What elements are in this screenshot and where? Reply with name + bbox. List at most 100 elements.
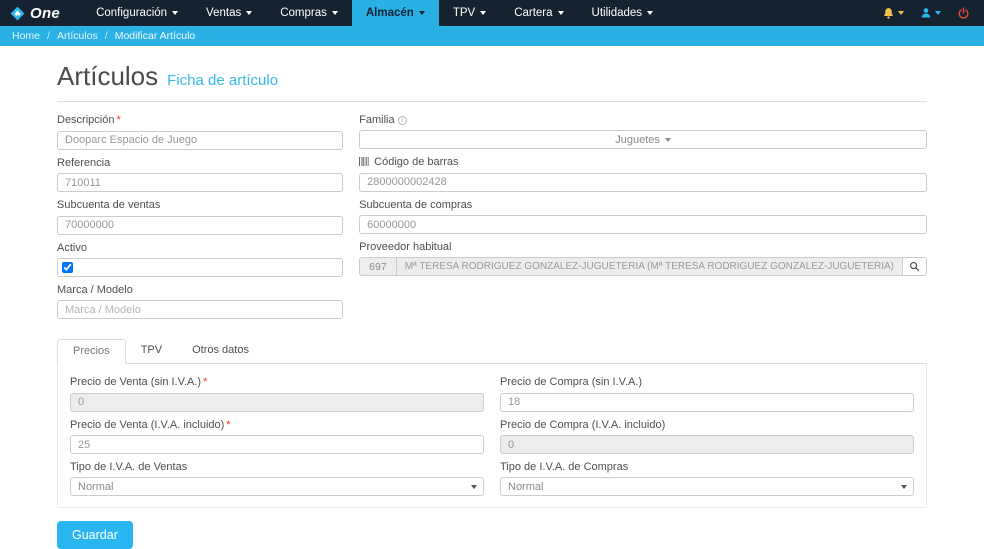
field-subcuenta-ventas: Subcuenta de ventas: [57, 199, 344, 235]
precio-venta-con-input[interactable]: [70, 435, 484, 454]
subcuenta-ventas-label: Subcuenta de ventas: [57, 199, 161, 211]
article-form: Descripción* Referencia Subcuenta de ven…: [57, 114, 927, 326]
familia-label: Familia: [359, 114, 395, 126]
menu-ventas[interactable]: Ventas: [192, 0, 266, 26]
menu-cartera[interactable]: Cartera: [500, 0, 577, 26]
tab-otros-datos[interactable]: Otros datos: [192, 344, 249, 356]
proveedor-code: 697: [359, 257, 396, 276]
tab-tpv[interactable]: TPV: [140, 344, 163, 356]
form-right-column: Familia Juguetes Código de barras Subc: [359, 114, 927, 326]
field-referencia: Referencia: [57, 156, 344, 192]
info-icon: [397, 116, 407, 125]
field-activo: Activo: [57, 241, 344, 277]
field-tipo-iva-ventas: Tipo de I.V.A. de Ventas Normal: [70, 461, 484, 496]
required-mark: *: [226, 418, 231, 431]
chevron-down-icon: [418, 11, 425, 15]
marca-input[interactable]: [57, 300, 344, 319]
breadcrumb-current: Modificar Artículo: [114, 30, 196, 42]
barcode-icon: [359, 157, 370, 166]
breadcrumb-separator: /: [47, 30, 50, 42]
brand-name: One: [30, 4, 61, 22]
activo-checkbox[interactable]: [62, 261, 73, 273]
chevron-down-icon: [664, 137, 671, 142]
detail-tabs: Precios TPV Otros datos: [57, 339, 927, 364]
top-navbar: One Configuración Ventas Compras Almacén…: [0, 0, 984, 26]
precio-venta-sin-label: Precio de Venta (sin I.V.A.): [70, 376, 202, 388]
referencia-input[interactable]: [57, 173, 344, 192]
activo-checkbox-wrap: [57, 257, 344, 277]
codigo-barras-label: Código de barras: [374, 156, 459, 168]
tipo-iva-compras-value: Normal: [508, 480, 544, 493]
form-left-column: Descripción* Referencia Subcuenta de ven…: [57, 114, 344, 326]
field-precio-venta-con: Precio de Venta (I.V.A. incluido) *: [70, 418, 484, 454]
chevron-down-icon: [557, 11, 564, 15]
marca-label: Marca / Modelo: [57, 283, 133, 296]
main-menu: Configuración Ventas Compras Almacén TPV…: [82, 0, 667, 26]
chevron-down-icon: [898, 11, 904, 15]
field-proveedor: Proveedor habitual 697 Mª TERESA RODRIGU…: [359, 241, 927, 276]
menu-utilidades[interactable]: Utilidades: [578, 0, 668, 26]
subcuenta-ventas-input[interactable]: [57, 215, 344, 235]
tipo-iva-compras-select[interactable]: Normal: [500, 477, 914, 496]
user-menu[interactable]: [920, 7, 941, 19]
field-subcuenta-compras: Subcuenta de compras: [359, 198, 927, 234]
menu-almacen[interactable]: Almacén: [351, 0, 439, 26]
field-familia: Familia Juguetes: [359, 114, 927, 149]
proveedor-name: Mª TERESA RODRIGUEZ GONZALEZ-JUGUETERIA …: [395, 257, 903, 276]
menu-tpv[interactable]: TPV: [439, 0, 500, 26]
familia-dropdown[interactable]: Juguetes: [359, 130, 927, 149]
app-logo[interactable]: One: [0, 0, 72, 26]
field-marca: Marca / Modelo: [57, 283, 344, 319]
breadcrumb-separator: /: [104, 30, 108, 42]
proveedor-input-group: 697 Mª TERESA RODRIGUEZ GONZALEZ-JUGUETE…: [359, 257, 927, 276]
precio-compra-con-input: [500, 435, 914, 454]
user-icon: [921, 8, 931, 18]
field-precio-compra-con: Precio de Compra (I.V.A. incluido): [500, 419, 914, 454]
tab-precios[interactable]: Precios: [57, 339, 126, 364]
field-precio-venta-sin: Precio de Venta (sin I.V.A.) *: [70, 376, 484, 412]
save-button[interactable]: Guardar: [57, 521, 133, 549]
descripcion-input[interactable]: [57, 130, 344, 150]
tipo-iva-ventas-select[interactable]: Normal: [70, 477, 484, 496]
breadcrumb-articulos[interactable]: Artículos: [56, 30, 98, 42]
chevron-down-icon: [471, 485, 477, 489]
required-mark: *: [203, 376, 208, 388]
page-subtitle: Ficha de artículo: [167, 72, 279, 89]
logout-button[interactable]: [957, 6, 970, 20]
breadcrumb-home[interactable]: Home: [12, 30, 41, 42]
chevron-down-icon: [331, 11, 338, 15]
precio-compra-sin-label: Precio de Compra (sin I.V.A.): [500, 376, 643, 388]
page-header: Artículos Ficha de artículo: [57, 61, 927, 92]
subcuenta-compras-input[interactable]: [359, 215, 927, 234]
field-tipo-iva-compras: Tipo de I.V.A. de Compras Normal: [500, 461, 914, 496]
page-content: Artículos Ficha de artículo Descripción *…: [0, 61, 984, 549]
chevron-down-icon: [172, 11, 179, 15]
chevron-down-icon: [901, 485, 907, 489]
search-icon: [910, 262, 920, 272]
referencia-label: Referencia: [57, 156, 111, 169]
tipo-iva-ventas-label: Tipo de I.V.A. de Ventas: [70, 461, 188, 473]
proveedor-label: Proveedor habitual: [359, 241, 452, 253]
menu-compras[interactable]: Compras: [266, 0, 352, 26]
precio-compra-sin-input[interactable]: [500, 392, 914, 412]
page-title: Artículos: [57, 61, 159, 91]
field-precio-compra-sin: Precio de Compra (sin I.V.A.): [500, 376, 914, 412]
field-descripcion: Descripción *: [57, 114, 344, 150]
power-icon: [958, 6, 969, 19]
notifications-menu[interactable]: [882, 7, 904, 20]
precios-panel: Precio de Venta (sin I.V.A.)* Precio de …: [57, 364, 927, 508]
chevron-down-icon: [935, 11, 941, 15]
menu-configuracion[interactable]: Configuración: [82, 0, 192, 26]
breadcrumb: Home / Artículos / Modificar Artículo: [0, 26, 984, 46]
proveedor-search-button[interactable]: [903, 257, 927, 276]
tipo-iva-compras-label: Tipo de I.V.A. de Compras: [500, 461, 629, 473]
navbar-right: [882, 0, 984, 26]
codigo-barras-input[interactable]: [359, 172, 927, 192]
precio-venta-sin-input: [70, 392, 484, 412]
bell-icon: [884, 7, 893, 19]
precio-venta-con-label: Precio de Venta (I.V.A. incluido): [70, 418, 225, 431]
descripcion-label: Descripción: [57, 114, 115, 126]
subcuenta-compras-label: Subcuenta de compras: [359, 198, 473, 211]
chevron-down-icon: [246, 11, 253, 15]
activo-label: Activo: [57, 241, 87, 254]
